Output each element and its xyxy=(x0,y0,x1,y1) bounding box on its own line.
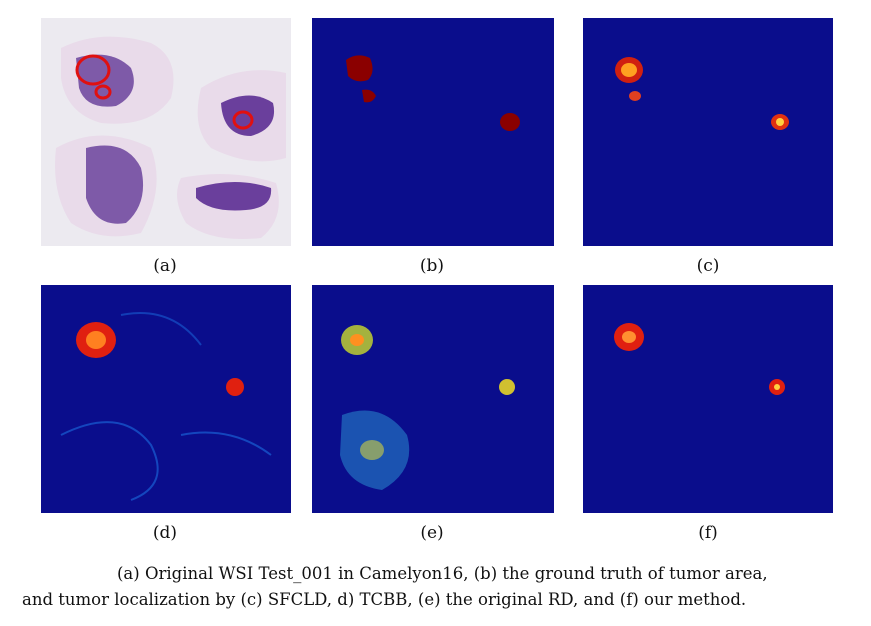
our-method-heatmap xyxy=(583,285,833,513)
ground-truth-image xyxy=(312,18,554,246)
panel-e-original-rd xyxy=(312,285,554,513)
panel-label-f: (f) xyxy=(698,523,718,543)
caption-line-1: (a) Original WSI Test_001 in Camelyon16,… xyxy=(117,564,768,583)
tcbb-heatmap xyxy=(41,285,291,513)
panel-f-our-method xyxy=(583,285,833,513)
panel-b-ground-truth xyxy=(312,18,554,246)
panel-label-d: (d) xyxy=(152,523,178,543)
figure-caption: (a) Original WSI Test_001 in Camelyon16,… xyxy=(22,561,852,613)
sfcld-heatmap xyxy=(583,18,833,246)
panel-label-b: (b) xyxy=(419,256,445,276)
original-rd-heatmap xyxy=(312,285,554,513)
panel-label-e: (e) xyxy=(420,523,444,543)
wsi-image xyxy=(41,18,291,246)
panel-label-c: (c) xyxy=(696,256,720,276)
panel-label-a: (a) xyxy=(153,256,177,276)
panel-c-sfcld xyxy=(583,18,833,246)
panel-a-original-wsi xyxy=(41,18,291,246)
panel-d-tcbb xyxy=(41,285,291,513)
caption-line-2: and tumor localization by (c) SFCLD, d) … xyxy=(22,590,747,609)
